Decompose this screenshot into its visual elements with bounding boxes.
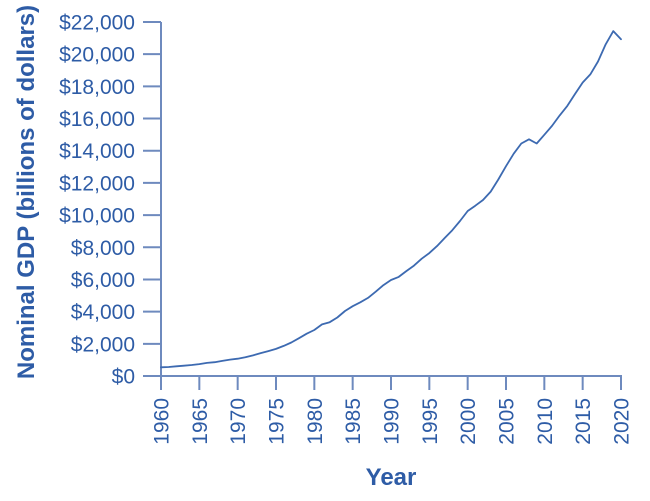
y-tick-label: $4,000: [71, 301, 135, 324]
x-tick-label: 1970: [227, 398, 250, 445]
y-tick-label: $22,000: [59, 12, 135, 35]
x-tick-label: 1990: [381, 398, 404, 445]
x-tick-label: 1965: [189, 398, 212, 445]
y-tick-label: $2,000: [71, 333, 135, 356]
x-tick-label: 1995: [419, 398, 442, 445]
gdp-line-series: [160, 30, 622, 369]
x-tick-label: 1985: [342, 398, 365, 445]
y-tick-label: $8,000: [71, 237, 135, 260]
y-tick-label: $0: [112, 366, 135, 389]
y-axis-title: Nominal GDP (billions of dollars): [13, 4, 40, 380]
y-tick-label: $20,000: [59, 44, 135, 67]
x-tick-label: 1980: [304, 398, 327, 445]
y-tick-label: $16,000: [59, 108, 135, 131]
x-tick-label: 2015: [572, 398, 595, 445]
x-tick-label: 2005: [496, 398, 519, 445]
x-axis-title: Year: [365, 464, 417, 491]
y-tick-label: $14,000: [59, 140, 135, 163]
y-tick-label: $12,000: [59, 172, 135, 195]
x-tick-label: 2020: [611, 398, 634, 445]
x-tick-label: 2010: [534, 398, 557, 445]
x-tick-label: 2000: [457, 398, 480, 445]
y-tick-label: $6,000: [71, 269, 135, 292]
y-tick-label: $18,000: [59, 76, 135, 99]
y-tick-label: $10,000: [59, 205, 135, 228]
x-tick-label: 1975: [266, 398, 289, 445]
x-tick-label: 1960: [151, 398, 174, 445]
